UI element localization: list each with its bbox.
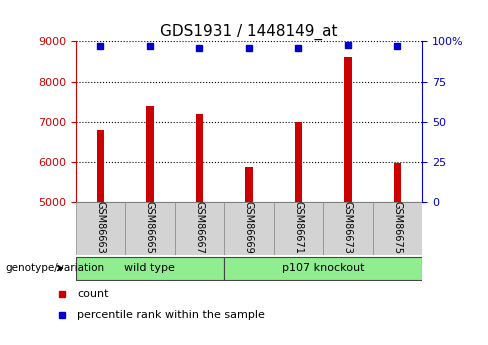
Text: wild type: wild type: [124, 263, 175, 273]
Text: GSM86675: GSM86675: [392, 201, 403, 254]
Text: count: count: [77, 289, 109, 299]
Bar: [224, 257, 422, 280]
Bar: [196, 114, 203, 202]
Bar: [295, 122, 302, 202]
Bar: [175, 202, 224, 255]
Bar: [344, 57, 351, 202]
Bar: [146, 106, 154, 202]
Text: genotype/variation: genotype/variation: [5, 263, 104, 273]
Text: GSM86669: GSM86669: [244, 201, 254, 254]
Text: GSM86665: GSM86665: [145, 201, 155, 254]
Bar: [245, 167, 253, 202]
Bar: [76, 202, 125, 255]
Bar: [274, 202, 323, 255]
Title: GDS1931 / 1448149_at: GDS1931 / 1448149_at: [160, 24, 338, 40]
Text: GSM86671: GSM86671: [293, 201, 304, 254]
Text: percentile rank within the sample: percentile rank within the sample: [77, 310, 265, 320]
Text: p107 knockout: p107 knockout: [282, 263, 365, 273]
Bar: [125, 202, 175, 255]
Text: GSM86667: GSM86667: [194, 201, 204, 254]
Text: GSM86663: GSM86663: [95, 201, 105, 254]
Bar: [97, 130, 104, 202]
Bar: [76, 257, 224, 280]
Bar: [224, 202, 274, 255]
Text: GSM86673: GSM86673: [343, 201, 353, 254]
Bar: [394, 163, 401, 202]
Bar: [373, 202, 422, 255]
Bar: [323, 202, 373, 255]
